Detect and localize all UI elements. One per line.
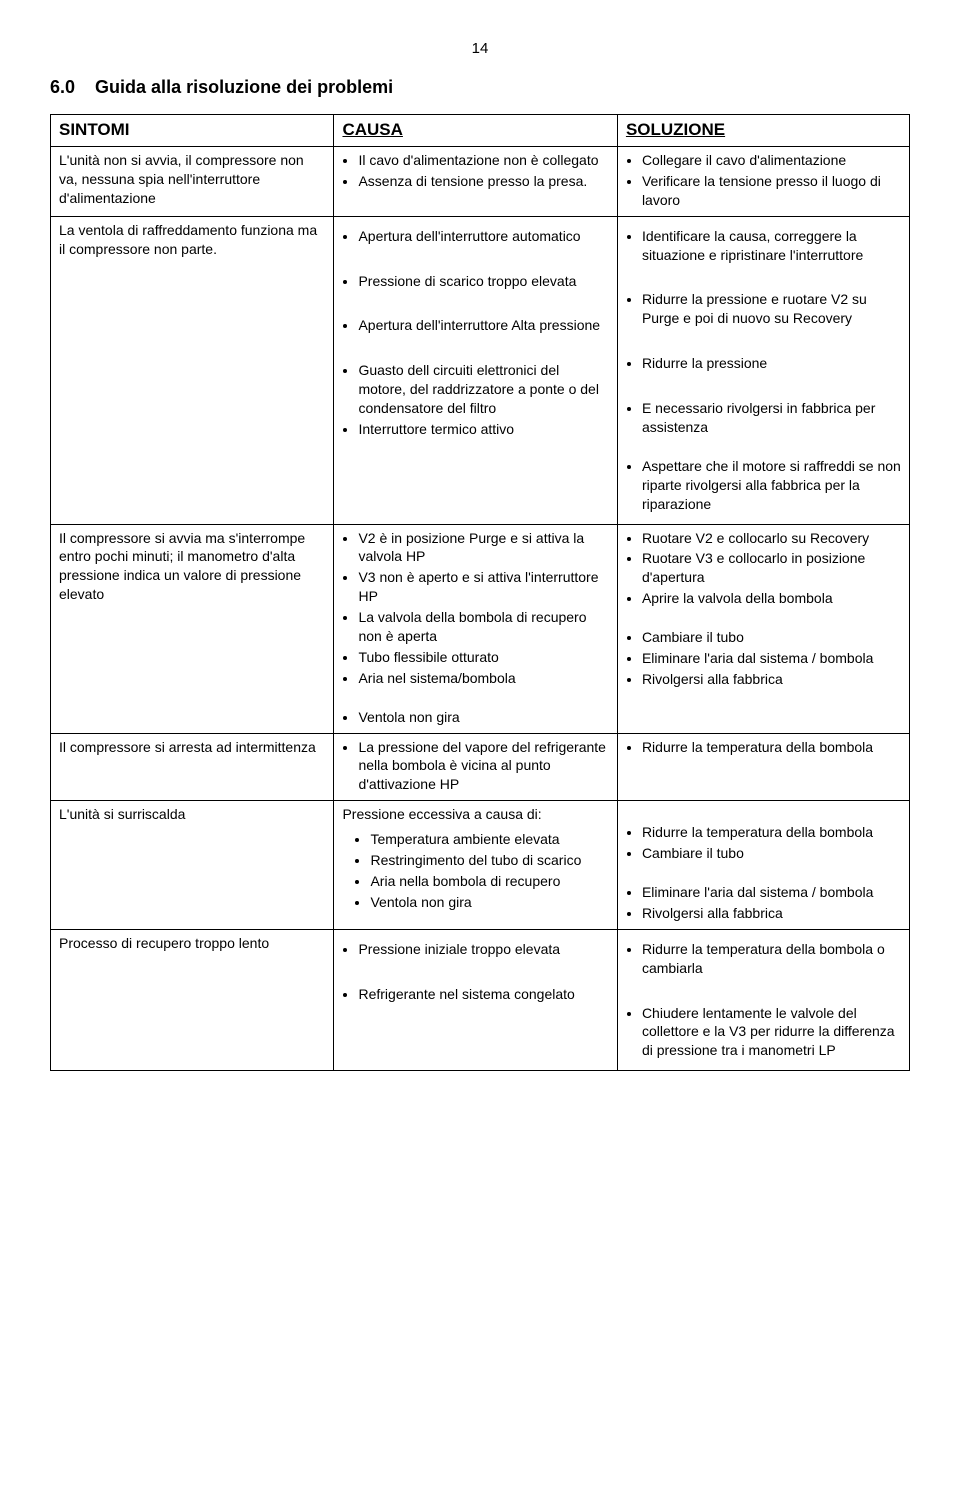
list-item: Apertura dell'interruttore Alta pression… [358, 316, 608, 335]
cell-sintomi: La ventola di raffreddamento funziona ma… [51, 216, 334, 524]
cell-sintomi: Processo di recupero troppo lento [51, 929, 334, 1070]
cell-causa: Pressione iniziale troppo elevata Refrige… [334, 929, 617, 1070]
cell-sintomi: Il compressore si arresta ad intermitten… [51, 733, 334, 801]
list-item: Eliminare l'aria dal sistema / bombola [642, 649, 901, 668]
list-item: Verificare la tensione presso il luogo d… [642, 172, 901, 210]
list-item: Collegare il cavo d'alimentazione [642, 151, 901, 170]
list-item: Aprire la valvola della bombola [642, 589, 901, 608]
cell-soluzione: Ridurre la temperatura della bombola o c… [617, 929, 909, 1070]
cell-sintomi: L'unità non si avvia, il compressore non… [51, 146, 334, 216]
section-number: 6.0 [50, 77, 75, 97]
list-item: Ruotare V2 e collocarlo su Recovery [642, 529, 901, 548]
header-sintomi: SINTOMI [51, 115, 334, 147]
table-row: Processo di recupero troppo lentoPressio… [51, 929, 910, 1070]
cell-soluzione: Ridurre la temperatura della bombola [617, 733, 909, 801]
header-soluzione: SOLUZIONE [617, 115, 909, 147]
list-item: Aria nel sistema/bombola [358, 669, 608, 688]
cell-soluzione: Identificare la causa, correggere la sit… [617, 216, 909, 524]
cell-soluzione: Collegare il cavo d'alimentazione Verific… [617, 146, 909, 216]
cell-soluzione: Ruotare V2 e collocarlo su RecoveryRuota… [617, 524, 909, 733]
list-item: Ruotare V3 e collocarlo in posizione d'a… [642, 549, 901, 587]
section-heading: Guida alla risoluzione dei problemi [95, 77, 393, 97]
list-item: Eliminare l'aria dal sistema / bombola [642, 883, 901, 902]
table-row: La ventola di raffreddamento funziona ma… [51, 216, 910, 524]
page-number: 14 [50, 40, 910, 57]
list-item: Pressione di scarico troppo elevata [358, 272, 608, 291]
list-item: La pressione del vapore del refrigerante… [358, 738, 608, 795]
list-item: La valvola della bombola di recupero non… [358, 608, 608, 646]
list-item: Guasto dell circuiti elettronici del mot… [358, 361, 608, 418]
list-item: Il cavo d'alimentazione non è collegato [358, 151, 608, 170]
list-item: Ridurre la temperatura della bombola [642, 823, 901, 842]
table-row: L'unità si surriscaldaPressione eccessiv… [51, 801, 910, 930]
list-item: Pressione iniziale troppo elevata [358, 940, 608, 959]
cell-causa: Il cavo d'alimentazione non è collegato A… [334, 146, 617, 216]
list-item: Assenza di tensione presso la presa. [358, 172, 608, 191]
list-item: Temperatura ambiente elevata [370, 830, 608, 849]
list-item: V2 è in posizione Purge e si attiva la v… [358, 529, 608, 567]
list-item: Restringimento del tubo di scarico [370, 851, 608, 870]
list-item: Chiudere lentamente le valvole del colle… [642, 1004, 901, 1061]
list-item: Tubo flessibile otturato [358, 648, 608, 667]
list-item: Apertura dell'interruttore automatico [358, 227, 608, 246]
list-item: Ventola non gira [358, 708, 608, 727]
list-item: Rivolgersi alla fabbrica [642, 904, 901, 923]
cell-sintomi: L'unità si surriscalda [51, 801, 334, 930]
cell-causa: Apertura dell'interruttore automatico Pre… [334, 216, 617, 524]
table-row: L'unità non si avvia, il compressore non… [51, 146, 910, 216]
list-item: Ridurre la temperatura della bombola [642, 738, 901, 757]
list-item: Cambiare il tubo [642, 844, 901, 863]
list-item: Identificare la causa, correggere la sit… [642, 227, 901, 265]
list-item: Aria nella bombola di recupero [370, 872, 608, 891]
list-item: Ventola non gira [370, 893, 608, 912]
list-item: V3 non è aperto e si attiva l'interrutto… [358, 568, 608, 606]
list-item: Ridurre la temperatura della bombola o c… [642, 940, 901, 978]
cell-causa: V2 è in posizione Purge e si attiva la v… [334, 524, 617, 733]
list-item: E necessario rivolgersi in fabbrica per … [642, 399, 901, 437]
cell-causa: Pressione eccessiva a causa di:Temperatu… [334, 801, 617, 930]
list-item: Cambiare il tubo [642, 628, 901, 647]
table-row: Il compressore si arresta ad intermitten… [51, 733, 910, 801]
troubleshooting-table: SINTOMI CAUSA SOLUZIONE L'unità non si a… [50, 114, 910, 1071]
cell-soluzione: Ridurre la temperatura della bombola Camb… [617, 801, 909, 930]
list-item: Ridurre la pressione e ruotare V2 su Pur… [642, 290, 901, 328]
cell-causa: La pressione del vapore del refrigerante… [334, 733, 617, 801]
list-item: Interruttore termico attivo [358, 420, 608, 439]
header-causa: CAUSA [334, 115, 617, 147]
list-item: Refrigerante nel sistema congelato [358, 985, 608, 1004]
list-item: Rivolgersi alla fabbrica [642, 670, 901, 689]
cell-sintomi: Il compressore si avvia ma s'interrompe … [51, 524, 334, 733]
section-title: 6.0 Guida alla risoluzione dei problemi [50, 77, 910, 98]
list-item: Ridurre la pressione [642, 354, 901, 373]
table-row: Il compressore si avvia ma s'interrompe … [51, 524, 910, 733]
list-item: Aspettare che il motore si raffreddi se … [642, 457, 901, 514]
